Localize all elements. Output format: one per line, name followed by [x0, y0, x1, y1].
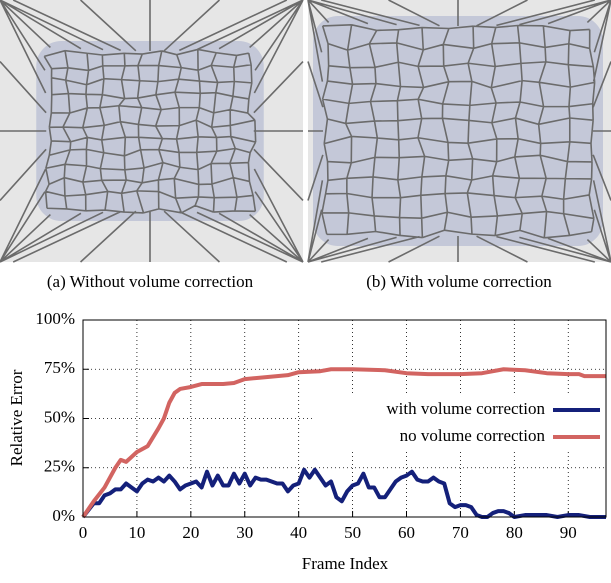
voronoi-edges — [0, 0, 304, 263]
y-axis-label: Relative Error — [7, 369, 26, 466]
legend-bg — [315, 396, 605, 450]
fluid-blob — [36, 41, 264, 221]
fluid-blob — [313, 16, 603, 246]
y-tick-label: 0% — [52, 506, 75, 525]
data-line — [81, 367, 606, 519]
x-tick-label: 10 — [128, 523, 145, 542]
y-tick-label: 75% — [44, 358, 75, 377]
x-tick-label: 90 — [560, 523, 577, 542]
caption: (a) Without volume correction — [47, 272, 254, 291]
x-tick-label: 50 — [344, 523, 361, 542]
voronoi-images — [0, 0, 611, 263]
legend-label: with volume correction — [386, 399, 545, 418]
y-tick-label: 50% — [44, 407, 75, 426]
x-tick-label: 60 — [398, 523, 415, 542]
x-tick-label: 30 — [236, 523, 253, 542]
x-tick-label: 70 — [452, 523, 469, 542]
caption: (b) With volume correction — [366, 272, 552, 291]
x-tick-label: 40 — [290, 523, 307, 542]
voronoi-edges — [307, 0, 611, 263]
y-tick-label: 25% — [44, 457, 75, 476]
x-axis-label: Frame Index — [302, 554, 389, 573]
x-tick-label: 20 — [182, 523, 199, 542]
legend-label: no volume correction — [400, 426, 546, 445]
x-tick-label: 80 — [506, 523, 523, 542]
x-tick-label: 0 — [79, 523, 88, 542]
plot-frame — [82, 319, 607, 518]
y-tick-label: 100% — [35, 309, 75, 328]
data-line — [81, 467, 606, 519]
